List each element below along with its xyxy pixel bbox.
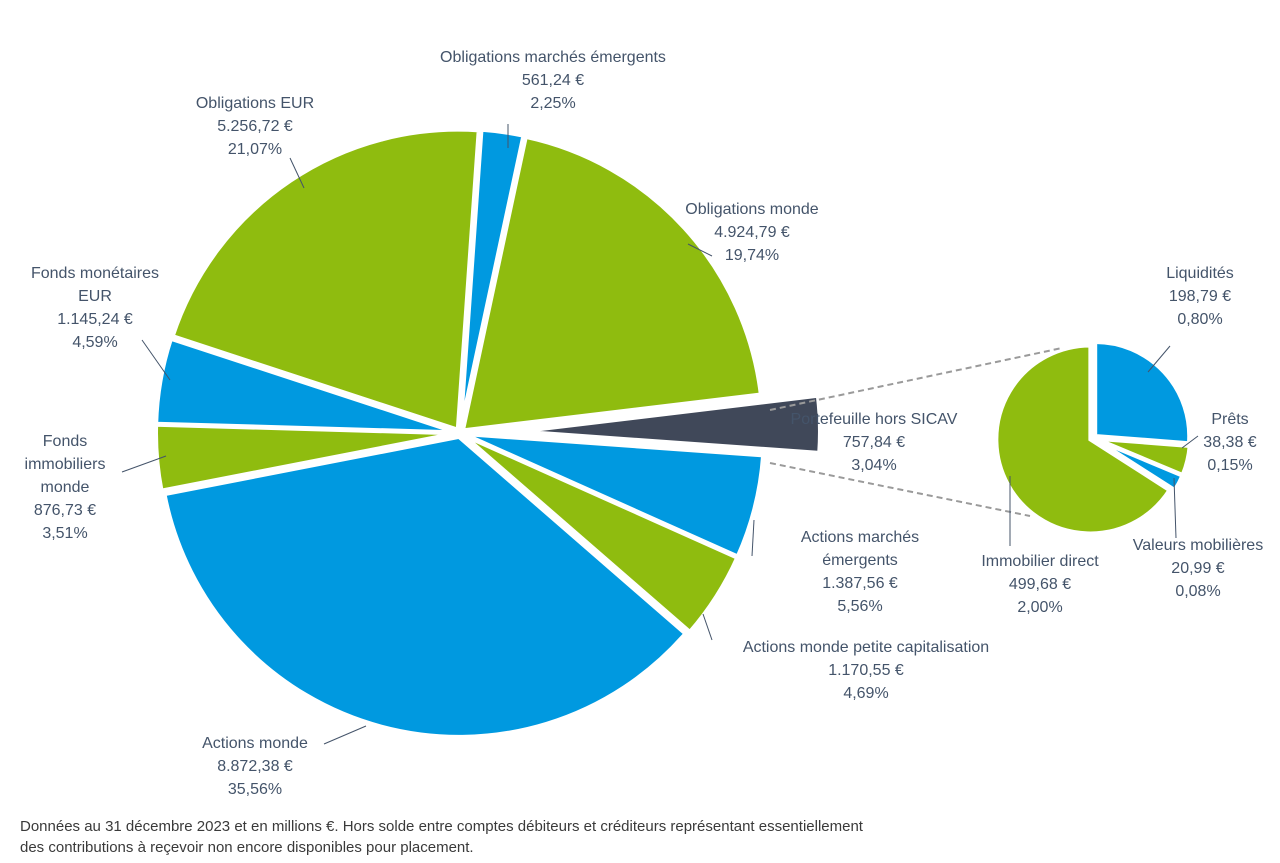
leader-obl-eur <box>289 157 305 189</box>
label-name: Actions monde petite capitalisation <box>742 639 990 656</box>
slice-actions-monde <box>162 434 689 739</box>
label-name-2: EUR <box>78 288 112 305</box>
label-value: 561,24 € <box>521 72 585 89</box>
label-name: Actions monde <box>202 735 308 752</box>
main-pie <box>154 127 822 739</box>
connector-line-bottom <box>769 462 1031 517</box>
leader-prets <box>1181 435 1199 449</box>
label-percent: 2,00% <box>1017 599 1063 616</box>
slice-portefeuille-hors-sicav <box>519 393 822 456</box>
label-value: 20,99 € <box>1171 560 1225 577</box>
leader-fonds-imm <box>121 455 167 473</box>
slice-actions-monde-petite-capitalisation <box>462 433 740 635</box>
footnote-line-2: des contributions à reçevoir non encore … <box>20 839 474 856</box>
label-obligations-monde: Obligations monde 4.924,79 € 19,74% <box>668 198 836 267</box>
label-name: Obligations marchés émergents <box>440 49 666 66</box>
slice-obligations-eur <box>170 127 481 433</box>
label-value: 8.872,38 € <box>217 758 293 775</box>
leader-fonds-mon <box>141 339 171 381</box>
label-name: Liquidités <box>1166 265 1234 282</box>
breakdown-pie <box>994 339 1192 536</box>
label-name: Prêts <box>1211 411 1249 428</box>
label-name: Actions marchés <box>800 529 920 546</box>
label-percent: 19,74% <box>724 247 780 264</box>
label-name: Portefeuille hors SICAV <box>790 411 958 428</box>
leader-act-em <box>751 519 755 557</box>
label-value: 1.145,24 € <box>57 311 133 328</box>
leader-lines <box>121 124 1199 745</box>
label-value: 38,38 € <box>1203 434 1257 451</box>
label-value: 1.170,55 € <box>828 662 904 679</box>
label-name-2: émergents <box>822 552 898 569</box>
label-value: 876,73 € <box>33 502 97 519</box>
label-valeurs-mobilieres: Valeurs mobilières 20,99 € 0,08% <box>1118 534 1278 603</box>
label-percent: 0,15% <box>1207 457 1253 474</box>
label-percent: 2,25% <box>530 95 576 112</box>
label-actions-marches-emergents: Actions marchés émergents 1.387,56 € 5,5… <box>760 526 960 618</box>
label-fonds-immobiliers-monde: Fonds immobiliers monde 876,73 € 3,51% <box>10 430 120 545</box>
slice-fonds-monetaires-eur <box>154 336 457 435</box>
label-percent: 5,56% <box>837 598 883 615</box>
leader-liq <box>1147 345 1171 373</box>
label-value: 5.256,72 € <box>217 118 293 135</box>
label-name-3: monde <box>40 479 90 496</box>
label-portefeuille-hors-sicav: Portefeuille hors SICAV 757,84 € 3,04% <box>782 408 966 477</box>
label-obligations-marches-emergents: Obligations marchés émergents 561,24 € 2… <box>418 46 688 115</box>
label-immobilier-direct: Immobilier direct 499,68 € 2,00% <box>960 550 1120 619</box>
label-percent: 0,08% <box>1175 583 1221 600</box>
slice-liquidites <box>1093 339 1192 446</box>
label-percent: 3,04% <box>851 457 897 474</box>
label-value: 499,68 € <box>1008 576 1072 593</box>
label-value: 1.387,56 € <box>822 575 898 592</box>
footnote: Données au 31 décembre 2023 et en millio… <box>20 816 863 858</box>
label-percent: 35,56% <box>227 781 283 798</box>
label-liquidites: Liquidités 198,79 € 0,80% <box>1140 262 1260 331</box>
label-value: 757,84 € <box>842 434 906 451</box>
slice-obligations-marches-emergents <box>458 127 526 430</box>
label-actions-monde-petite-capitalisation: Actions monde petite capitalisation 1.17… <box>716 636 1016 705</box>
label-name: Fonds monétaires <box>30 265 160 282</box>
label-name: Immobilier direct <box>981 553 1099 570</box>
slice-immobilier-direct <box>994 343 1173 536</box>
label-obligations-eur: Obligations EUR 5.256,72 € 21,07% <box>170 92 340 161</box>
slice-obligations-monde <box>460 134 764 433</box>
label-prets: Prêts 38,38 € 0,15% <box>1186 408 1274 477</box>
label-percent: 21,07% <box>227 141 283 158</box>
label-name: Fonds <box>42 433 88 450</box>
label-actions-monde: Actions monde 8.872,38 € 35,56% <box>180 732 330 801</box>
label-percent: 3,51% <box>42 525 88 542</box>
label-value: 4.924,79 € <box>714 224 790 241</box>
leader-act-pc <box>702 613 713 641</box>
label-fonds-monetaires-eur: Fonds monétaires EUR 1.145,24 € 4,59% <box>20 262 170 354</box>
leader-obl-monde <box>687 243 713 257</box>
leader-valeurs <box>1173 477 1177 539</box>
footnote-line-1: Données au 31 décembre 2023 et en millio… <box>20 818 863 835</box>
label-name: Obligations EUR <box>195 95 315 112</box>
label-name: Obligations monde <box>685 201 819 218</box>
label-name-2: immobiliers <box>24 456 106 473</box>
label-name: Valeurs mobilières <box>1132 537 1264 554</box>
label-percent: 0,80% <box>1177 311 1223 328</box>
label-percent: 4,59% <box>72 334 118 351</box>
label-value: 198,79 € <box>1168 288 1232 305</box>
leader-act-monde <box>323 725 367 745</box>
label-percent: 4,69% <box>843 685 889 702</box>
